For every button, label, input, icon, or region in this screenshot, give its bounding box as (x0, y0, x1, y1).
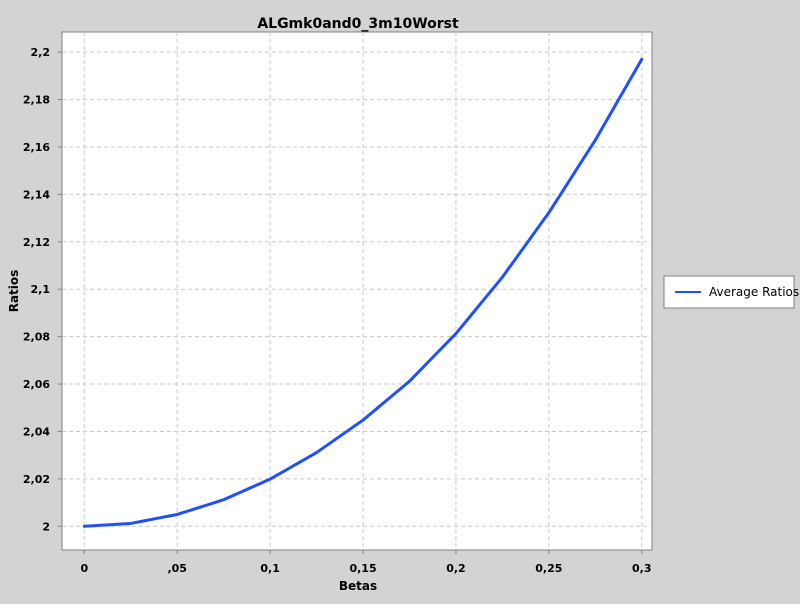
y-tick-label: 2,16 (23, 141, 50, 154)
x-tick-label: 0,3 (632, 562, 652, 575)
y-tick-label: 2 (42, 520, 50, 533)
axes: 0 ,05 0,1 0,15 0,2 0,25 0,3 2 2,02 2,04 2,06 2,08 2,… (23, 46, 652, 575)
y-tick-label: 2,06 (23, 378, 50, 391)
y-tick-label: 2,12 (23, 236, 50, 249)
x-tick-label: 0,1 (260, 562, 280, 575)
y-tick-label: 2,02 (23, 473, 50, 486)
legend: Average Ratios (663, 275, 799, 309)
series-layer (82, 57, 644, 528)
y-tick-label: 2,2 (31, 46, 51, 59)
plot-area (61, 31, 653, 551)
x-tick-label: 0 (80, 562, 88, 575)
series-line-average-ratios (82, 57, 644, 528)
chart-title: ALGmk0and0_3m10Worst (257, 16, 459, 32)
x-tick-label: 0,2 (446, 562, 466, 575)
x-tick-label: 0,25 (535, 562, 562, 575)
y-tick-label: 2,08 (23, 331, 50, 344)
x-tick-label: 0,15 (349, 562, 376, 575)
y-tick-label: 2,14 (23, 188, 50, 201)
y-tick-label: 2,1 (31, 283, 51, 296)
x-axis-title: Betas (339, 579, 377, 593)
grid-lines (62, 32, 652, 550)
y-axis-title: Ratios (7, 270, 21, 313)
y-tick-label: 2,18 (23, 94, 50, 107)
legend-label: Average Ratios (709, 285, 799, 299)
y-tick-label: 2,04 (23, 425, 50, 438)
x-tick-label: ,05 (167, 562, 187, 575)
